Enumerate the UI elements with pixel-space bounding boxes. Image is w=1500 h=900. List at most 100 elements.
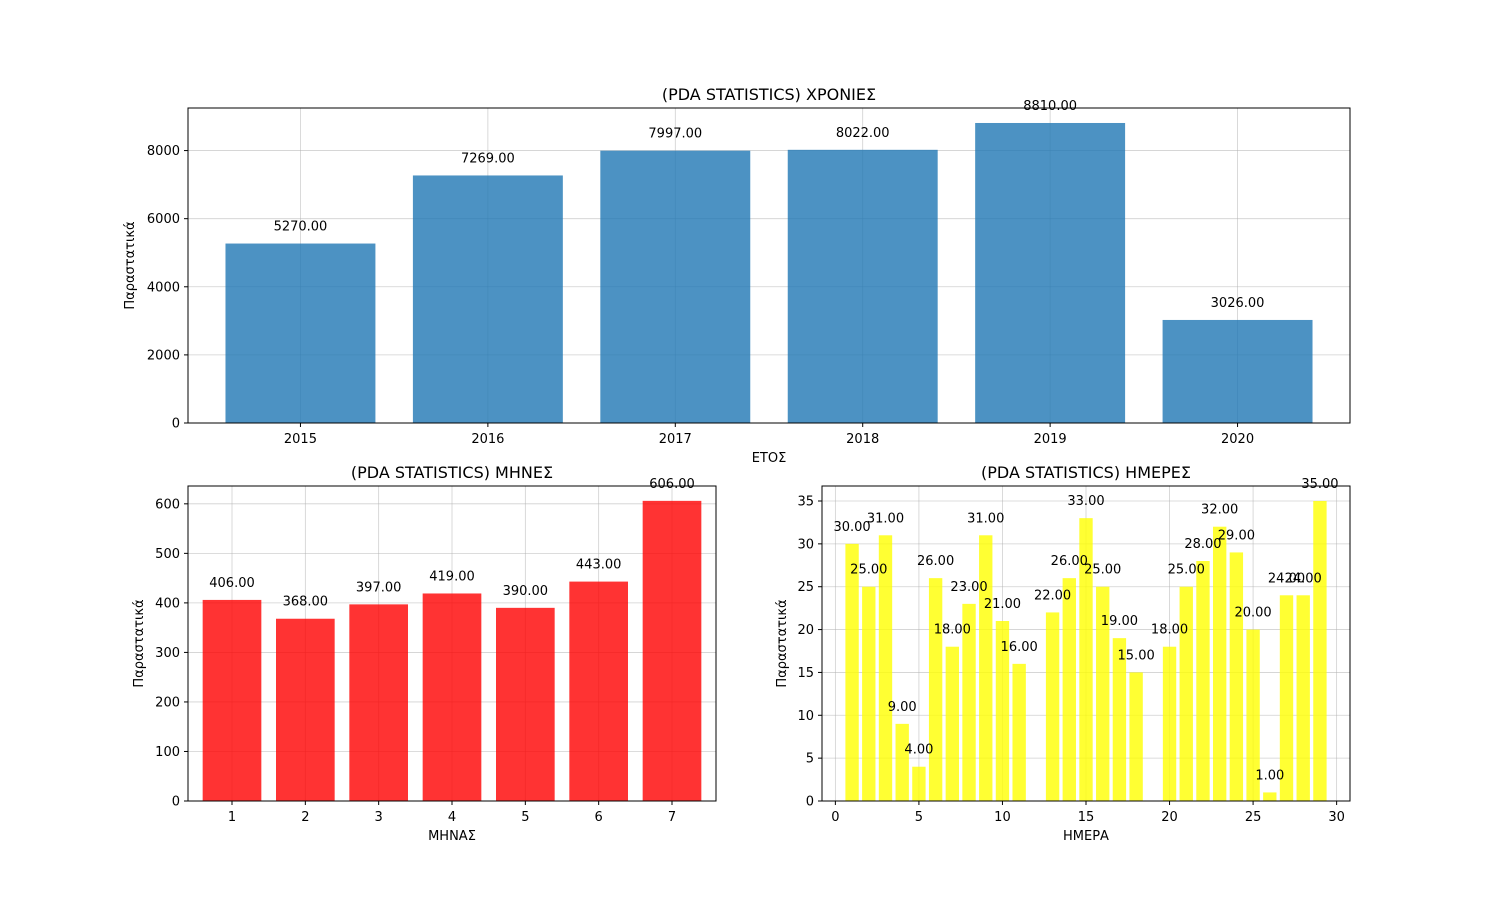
bar [845,543,859,801]
bar-value-label: 419.00 [429,569,475,584]
bar-value-label: 7997.00 [648,127,702,142]
bar [422,593,482,801]
bar-value-label: 443.00 [576,558,622,573]
x-tick-label: 2017 [659,432,692,447]
bar-value-label: 8022.00 [836,126,890,141]
chart-days-y-axis-label: Παραστατικά [775,599,790,687]
bar [1279,595,1294,801]
chart-days-bars [845,501,1327,801]
bar [1096,586,1110,801]
bar-value-label: 24.00 [1285,571,1322,586]
bar [225,243,376,423]
bar-value-label: 606.00 [649,477,695,492]
bar-value-label: 23.00 [950,580,987,595]
bar [1079,518,1093,801]
bar [1246,629,1260,801]
chart-years-y-ticks: 0 2000 4000 6000 8000 [147,144,188,432]
bar [1263,792,1277,801]
y-tick-label: 400 [155,596,180,611]
bar [945,646,960,801]
x-tick-label: 15 [1078,810,1095,825]
bar [962,603,976,801]
chart-years-title: (PDA STATISTICS) ΧΡΟΝΙΕΣ [662,85,876,104]
bar-value-label: 9.00 [888,700,917,715]
x-tick-label: 2018 [846,432,879,447]
bar-value-label: 18.00 [1151,623,1188,638]
bar [1112,638,1127,801]
bar-value-label: 16.00 [1001,640,1038,655]
x-tick-label: 2020 [1221,432,1254,447]
bar-value-label: 8810.00 [1023,99,1077,114]
chart-months: 406.00 368.00 397.00 419.00 390.00 443.00 606.… [132,463,717,844]
x-tick-label: 30 [1328,810,1345,825]
bar [1162,646,1177,801]
bar [1229,552,1244,801]
bar [1313,501,1327,801]
chart-months-x-axis-label: ΜΗΝΑΣ [428,829,476,844]
x-tick-label: 2019 [1034,432,1067,447]
bar [349,604,408,801]
bar-value-label: 25.00 [1168,563,1205,578]
chart-years-data-labels: 5270.00 7269.00 7997.00 8022.00 8810.00 3026.… [274,99,1265,311]
bar-value-label: 24.00 [1268,571,1305,586]
bar-value-label: 25.00 [850,563,887,578]
y-tick-label: 8000 [147,144,180,159]
bar [496,607,555,801]
chart-years-bars [225,122,1313,424]
bar-value-label: 26.00 [917,554,954,569]
y-tick-label: 4000 [147,280,180,295]
x-tick-label: 2015 [284,432,317,447]
bar [787,149,938,424]
chart-months-x-ticks: 1 2 3 4 5 6 7 [228,801,676,825]
y-tick-label: 100 [155,745,180,760]
chart-days-data-labels: 30.00 25.00 31.00 9.00 4.00 26.00 18.00 23.00 31… [833,477,1338,783]
x-tick-label: 1 [228,810,236,825]
chart-days-frame [821,485,1351,802]
bar-value-label: 4.00 [904,743,933,758]
bar-value-label: 20.00 [1234,606,1271,621]
bar-value-label: 21.00 [984,597,1021,612]
bar-value-label: 397.00 [356,580,402,595]
bar-value-label: 19.00 [1101,614,1138,629]
bar-value-label: 390.00 [503,584,549,599]
bar-value-label: 15.00 [1118,648,1155,663]
bar [878,535,893,801]
bar [1196,561,1210,801]
bar-value-label: 22.00 [1034,588,1071,603]
bar [1162,319,1313,423]
bar-value-label: 406.00 [209,576,255,591]
chart-days-y-ticks: 0 5 10 15 20 25 30 35 [797,495,822,810]
bar-value-label: 31.00 [867,511,904,526]
x-tick-label: 25 [1245,810,1262,825]
x-tick-label: 7 [668,810,676,825]
bar [1212,526,1227,801]
chart-years-x-ticks: 2015 2016 2017 2018 2019 2020 [284,423,1254,447]
y-tick-label: 15 [797,666,814,681]
chart-years-x-axis-label: ΕΤΟΣ [752,451,787,466]
bar-value-label: 31.00 [967,511,1004,526]
chart-months-y-ticks: 0 100 200 300 400 500 600 [155,497,188,810]
y-tick-label: 300 [155,646,180,661]
bar [1129,672,1143,801]
x-tick-label: 3 [375,810,383,825]
bar [412,175,563,423]
y-tick-label: 2000 [147,348,180,363]
y-tick-label: 600 [155,497,180,512]
x-tick-label: 0 [831,810,839,825]
chart-days-title: (PDA STATISTICS) ΗΜΕΡΕΣ [981,463,1191,482]
y-tick-label: 30 [797,537,814,552]
x-tick-label: 5 [521,810,529,825]
chart-days-x-ticks: 0 5 10 15 20 25 30 [831,801,1345,825]
bar-value-label: 29.00 [1218,528,1255,543]
y-tick-label: 500 [155,547,180,562]
x-tick-label: 20 [1161,810,1178,825]
bar [569,581,628,801]
y-tick-label: 5 [806,752,814,767]
y-tick-label: 0 [806,795,814,810]
bar-value-label: 35.00 [1301,477,1338,492]
chart-months-bars [202,500,702,801]
y-tick-label: 10 [797,709,814,724]
chart-years: 5270.00 7269.00 7997.00 8022.00 8810.00 3026.… [123,85,1351,466]
bar [928,578,943,801]
y-tick-label: 35 [797,495,814,510]
